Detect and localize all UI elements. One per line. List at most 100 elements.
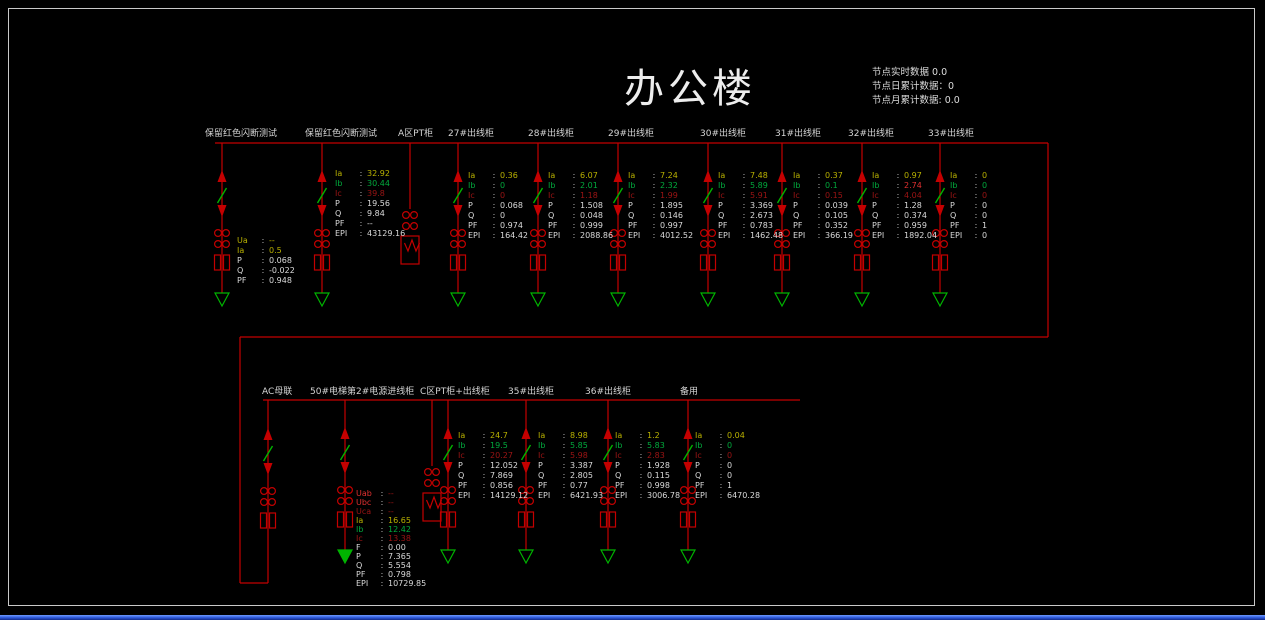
reading-value: -- <box>388 489 394 498</box>
readings-31: Ia:0.37 Ib:0.1 Ic:0.15 P:0.039 Q:0.105 PF:0.3… <box>793 171 853 241</box>
reading-separator: : <box>359 169 363 178</box>
reading-separator: : <box>639 441 643 450</box>
reading-value: 2.74 <box>904 181 922 190</box>
reading-value: 12.42 <box>388 525 411 534</box>
reading-row: Q: -0.022 <box>237 266 295 276</box>
reading-value: 7.869 <box>490 471 513 480</box>
reading-key: Ubc <box>356 498 372 507</box>
reading-row: Q:0.146 <box>628 211 693 221</box>
reading-value: 1.18 <box>580 191 598 200</box>
reading-key: Ib <box>468 181 476 190</box>
reading-row: Ib:2.01 <box>548 181 613 191</box>
reading-value: 9.84 <box>367 209 385 218</box>
readings-30: Ia:7.48 Ib:5.89 Ic:5.91 P:3.369 Q:2.673 PF:0.… <box>718 171 783 241</box>
reading-separator: : <box>817 181 821 190</box>
reading-key: Ib <box>548 181 556 190</box>
reading-value: -- <box>269 236 275 245</box>
cabinet-label-35: 35#出线柜 <box>508 387 554 397</box>
reading-value: 30.44 <box>367 179 390 188</box>
reading-separator: : <box>380 570 384 579</box>
feeder-glyph-ac-bustie[interactable] <box>259 400 277 583</box>
reading-value: 0.039 <box>825 201 848 210</box>
reading-separator: : <box>817 231 821 240</box>
reading-separator: : <box>652 211 656 220</box>
reading-row: Ib:19.5 <box>458 441 528 451</box>
reading-row: Ia:1.2 <box>615 431 680 441</box>
reading-separator: : <box>482 451 486 460</box>
cabinet-label-elevator-50: 50#电梯第2#电源进线柜 <box>310 387 415 397</box>
reading-key: EPI <box>615 491 628 500</box>
reading-key: P <box>468 201 473 210</box>
reading-key: EPI <box>628 231 641 240</box>
reading-separator: : <box>974 211 978 220</box>
cabinet-label-reserved-1: 保留红色闪断测试 <box>205 129 278 139</box>
readings-35: Ia:8.98 Ib:5.85 Ic:5.98 P:3.387 Q:2.805 PF:0.… <box>538 431 603 501</box>
reading-row: PF:0.783 <box>718 221 783 231</box>
reading-row: Ia:0.36 <box>468 171 528 181</box>
reading-value: 0 <box>982 211 988 220</box>
reading-row: PF:0.998 <box>615 481 680 491</box>
reading-separator: : <box>896 181 900 190</box>
reading-value: 0 <box>982 231 988 240</box>
reading-row: Ib:0.1 <box>793 181 853 191</box>
node-info-panel: 节点实时数据 0.0 节点日累计数据：0 节点月累计数据: 0.0 <box>872 66 960 108</box>
reading-separator: : <box>380 561 384 570</box>
reading-row: EPI:3006.78 <box>615 491 680 501</box>
readings-27: Ia:0.36 Ib:0 Ic:0 P:0.068 Q:0 PF:0.974 EPI:164… <box>468 171 528 241</box>
reading-row: Ib:12.42 <box>356 525 426 534</box>
reading-separator: : <box>896 221 900 230</box>
reading-value: 0 <box>982 191 988 200</box>
reading-value: 39.8 <box>367 189 385 198</box>
reading-row: P:0.068 <box>237 256 295 266</box>
reading-separator: : <box>639 451 643 460</box>
reading-separator: : <box>719 451 723 460</box>
reading-separator: : <box>380 498 384 507</box>
cabinet-label-33: 33#出线柜 <box>928 129 974 139</box>
reading-separator: : <box>482 431 486 440</box>
reading-value: -0.022 <box>269 266 295 275</box>
cabinet-label-29: 29#出线柜 <box>608 129 654 139</box>
reading-row: Ia:7.24 <box>628 171 693 181</box>
reading-row: Q:7.869 <box>458 471 528 481</box>
reading-key: Ic <box>356 534 363 543</box>
reading-value: 1.99 <box>660 191 678 200</box>
reading-row: EPI:6470.28 <box>695 491 760 501</box>
reading-separator: : <box>261 276 265 285</box>
reading-value: 7.24 <box>660 171 678 180</box>
reading-separator: : <box>562 461 566 470</box>
reading-key: Ib <box>793 181 801 190</box>
reading-value: 2088.86 <box>580 231 614 240</box>
reading-key: Ia <box>615 431 623 440</box>
reading-value: 3006.78 <box>647 491 681 500</box>
reading-value: 0 <box>982 171 988 180</box>
readings-reserved-1: Ua: -- Ia:0.5 P:0.068 Q: -0.022 PF:0.948 <box>237 236 295 286</box>
reading-row: PF:0.999 <box>548 221 613 231</box>
reading-value: 19.56 <box>367 199 390 208</box>
readings-elevator-50: Uab: -- Ubc: -- Uca: -- Ia:16.65 Ib:12.42 Ic:13.… <box>356 489 426 588</box>
reading-key: Ib <box>356 525 364 534</box>
reading-separator: : <box>719 431 723 440</box>
reading-value: 6470.28 <box>727 491 761 500</box>
reading-separator: : <box>359 209 363 218</box>
cabinet-label-pt-c: C区PT柜+出线柜 <box>420 387 490 397</box>
reading-key: Q <box>548 211 555 220</box>
reading-separator: : <box>974 181 978 190</box>
reading-key: Ic <box>628 191 635 200</box>
reading-separator: : <box>380 516 384 525</box>
reading-separator: : <box>974 221 978 230</box>
reading-row: Q:2.673 <box>718 211 783 221</box>
cabinet-label-31: 31#出线柜 <box>775 129 821 139</box>
reading-row: Q:0 <box>695 471 760 481</box>
reading-separator: : <box>817 191 821 200</box>
reading-value: 6.07 <box>580 171 598 180</box>
reading-value: 16.65 <box>388 516 411 525</box>
reading-value: 0 <box>982 201 988 210</box>
reading-separator: : <box>652 181 656 190</box>
reading-key: EPI <box>468 231 481 240</box>
reading-key: Ic <box>548 191 555 200</box>
reading-value: 4012.52 <box>660 231 694 240</box>
reading-value: 366.19 <box>825 231 853 240</box>
reading-value: 1462.48 <box>750 231 784 240</box>
reading-value: 7.365 <box>388 552 411 561</box>
reading-separator: : <box>572 191 576 200</box>
